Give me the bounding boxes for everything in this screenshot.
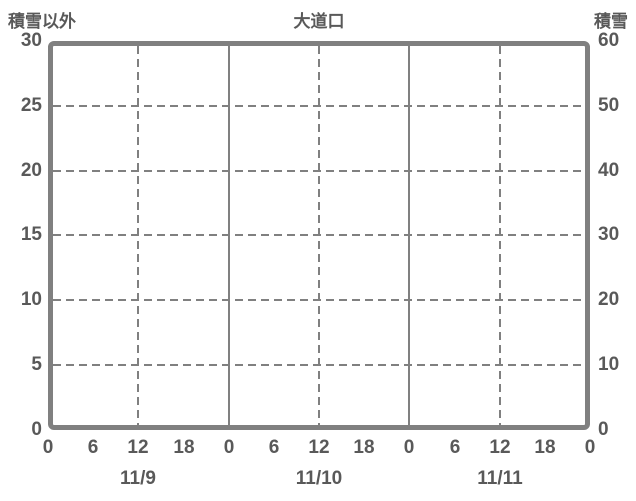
gridline-horizontal — [53, 170, 587, 172]
x-tick-hour: 0 — [42, 437, 54, 458]
x-tick-hour: 18 — [534, 437, 556, 458]
gridline-horizontal — [53, 105, 587, 107]
y-tick-left: 10 — [20, 289, 42, 310]
chart-title: 大道口 — [293, 12, 345, 31]
gridline-vertical-noon — [318, 46, 320, 425]
x-tick-hour: 6 — [268, 437, 280, 458]
y-tick-right: 50 — [598, 95, 620, 116]
y-tick-right: 30 — [598, 224, 620, 245]
x-tick-hour: 6 — [449, 437, 461, 458]
right-axis-title: 積雪 — [594, 12, 628, 31]
left-axis-title: 積雪以外 — [8, 12, 76, 31]
y-tick-left: 30 — [20, 30, 42, 51]
gridline-vertical-noon — [137, 46, 139, 425]
gridline-vertical-day-boundary — [408, 46, 410, 425]
y-tick-right: 10 — [598, 354, 620, 375]
y-tick-right: 0 — [598, 419, 609, 440]
gridline-horizontal — [53, 299, 587, 301]
x-tick-hour: 6 — [87, 437, 99, 458]
gridline-vertical-day-boundary — [228, 46, 230, 425]
y-tick-left: 0 — [31, 419, 42, 440]
y-tick-right: 40 — [598, 160, 620, 181]
gridline-vertical-noon — [499, 46, 501, 425]
x-tick-hour: 12 — [489, 437, 511, 458]
y-tick-right: 60 — [598, 30, 620, 51]
y-tick-right: 20 — [598, 289, 620, 310]
y-tick-left: 15 — [20, 224, 42, 245]
x-date-label: 11/10 — [295, 468, 343, 489]
x-tick-hour: 0 — [584, 437, 596, 458]
y-tick-left: 5 — [31, 354, 42, 375]
x-tick-hour: 12 — [127, 437, 149, 458]
x-date-label: 11/11 — [477, 468, 523, 489]
x-date-label: 11/9 — [120, 468, 156, 489]
gridline-horizontal — [53, 364, 587, 366]
x-tick-hour: 12 — [308, 437, 330, 458]
x-tick-hour: 18 — [353, 437, 375, 458]
y-tick-left: 25 — [20, 95, 42, 116]
x-tick-hour: 0 — [223, 437, 235, 458]
x-tick-hour: 0 — [403, 437, 415, 458]
y-tick-left: 20 — [20, 160, 42, 181]
gridline-horizontal — [53, 234, 587, 236]
x-tick-hour: 18 — [173, 437, 195, 458]
